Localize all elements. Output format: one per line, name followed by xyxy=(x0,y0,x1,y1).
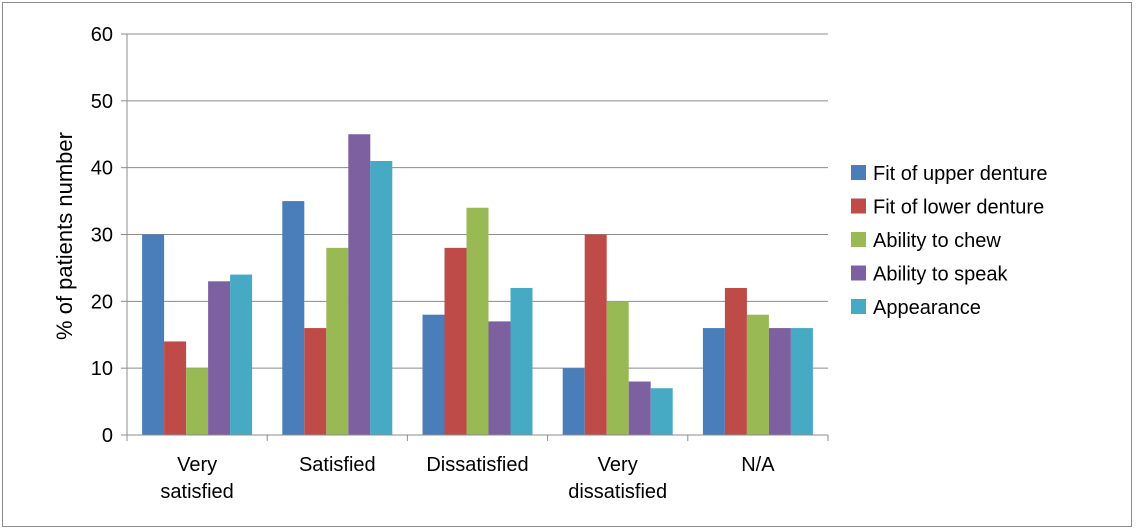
bar xyxy=(282,201,305,435)
bar xyxy=(650,388,673,435)
y-tick-labels: 0 10 20 30 40 50 60 xyxy=(91,24,113,447)
bar xyxy=(230,274,253,435)
x-category-label: Very dissatisfied xyxy=(568,454,667,503)
bar xyxy=(488,321,511,435)
bar xyxy=(606,301,629,435)
x-category-label: Satisfied xyxy=(299,454,376,476)
bar xyxy=(510,287,533,435)
bar xyxy=(208,281,231,435)
legend: Fit of upper denture Fit of lower denture… xyxy=(851,163,1048,319)
x-category-label: N/A xyxy=(741,454,775,476)
y-tick-label: 0 xyxy=(102,425,113,447)
y-tick-label: 50 xyxy=(91,91,113,113)
bar xyxy=(790,328,813,435)
bar xyxy=(186,368,209,435)
legend-swatch xyxy=(851,299,866,314)
y-tick-label: 10 xyxy=(91,358,113,380)
legend-swatch xyxy=(851,198,866,214)
x-category-label: Very satisfied xyxy=(160,454,233,503)
legend-swatch xyxy=(851,232,866,247)
bar xyxy=(768,328,791,435)
bar xyxy=(584,234,607,435)
legend-swatch xyxy=(851,265,866,281)
bar xyxy=(370,160,393,435)
legend-label: Fit of lower denture xyxy=(873,197,1044,219)
legend-label: Ability to speak xyxy=(873,264,1009,286)
bar xyxy=(348,134,371,435)
bar xyxy=(724,287,747,435)
legend-swatch xyxy=(851,165,866,180)
bar xyxy=(702,328,725,435)
bars xyxy=(142,134,813,435)
bar xyxy=(422,314,445,435)
x-category-labels: Very satisfied Satisfied Dissatisfied Very di… xyxy=(160,454,775,503)
bar xyxy=(304,328,327,435)
bar xyxy=(628,381,651,435)
legend-label: Fit of upper denture xyxy=(873,163,1048,185)
y-tick-label: 20 xyxy=(91,291,113,313)
x-category-label: Dissatisfied xyxy=(426,454,528,476)
bar xyxy=(562,368,585,435)
y-tick-label: 30 xyxy=(91,225,113,247)
y-tick-label: 40 xyxy=(91,158,113,180)
legend-label: Ability to chew xyxy=(873,230,1001,252)
bar xyxy=(746,314,769,435)
bar xyxy=(444,247,467,435)
y-tick-label: 60 xyxy=(91,24,113,46)
legend-label: Appearance xyxy=(873,297,981,319)
axes xyxy=(121,33,829,441)
y-axis-title: % of patients number xyxy=(52,132,77,340)
bar xyxy=(164,341,187,435)
bar xyxy=(466,207,489,435)
bar xyxy=(326,247,349,435)
bar xyxy=(142,234,165,435)
